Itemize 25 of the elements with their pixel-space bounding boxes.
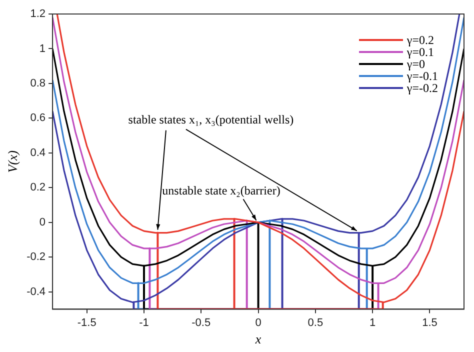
y-tick-label: 1 <box>39 42 46 55</box>
y-tick-label: 1.2 <box>30 8 46 20</box>
x-tick-label: 1 <box>370 316 376 329</box>
y-tick-label: 0.8 <box>30 77 46 90</box>
legend-label: γ=0.2 <box>406 33 434 47</box>
annotation: unstable state x₂(barrier) <box>162 183 280 198</box>
x-tick-label: -1.5 <box>77 316 96 329</box>
legend-label: γ=-0.2 <box>406 81 438 95</box>
y-tick-label: 0.4 <box>30 146 46 159</box>
y-axis-title: V(x) <box>5 150 20 173</box>
legend-label: γ=-0.1 <box>406 69 438 83</box>
annotation: stable states x₁, x₃(potential wells) <box>128 112 294 126</box>
x-tick-label: 1.5 <box>422 316 438 329</box>
x-tick-label: -1 <box>139 316 149 329</box>
y-tick-label: 0 <box>39 216 46 228</box>
y-tick-label: -0.4 <box>26 286 46 298</box>
y-tick-label: 0.2 <box>30 182 46 194</box>
x-axis-title: x <box>254 332 262 347</box>
legend-label: γ=0.1 <box>406 45 434 59</box>
y-tick-label: -0.2 <box>26 251 46 264</box>
legend-label: γ=0 <box>406 57 425 71</box>
x-tick-label: 0.5 <box>308 316 324 329</box>
x-tick-label: 0 <box>255 316 262 329</box>
x-tick-label: -0.5 <box>192 316 211 329</box>
y-tick-label: 0.6 <box>30 112 46 124</box>
